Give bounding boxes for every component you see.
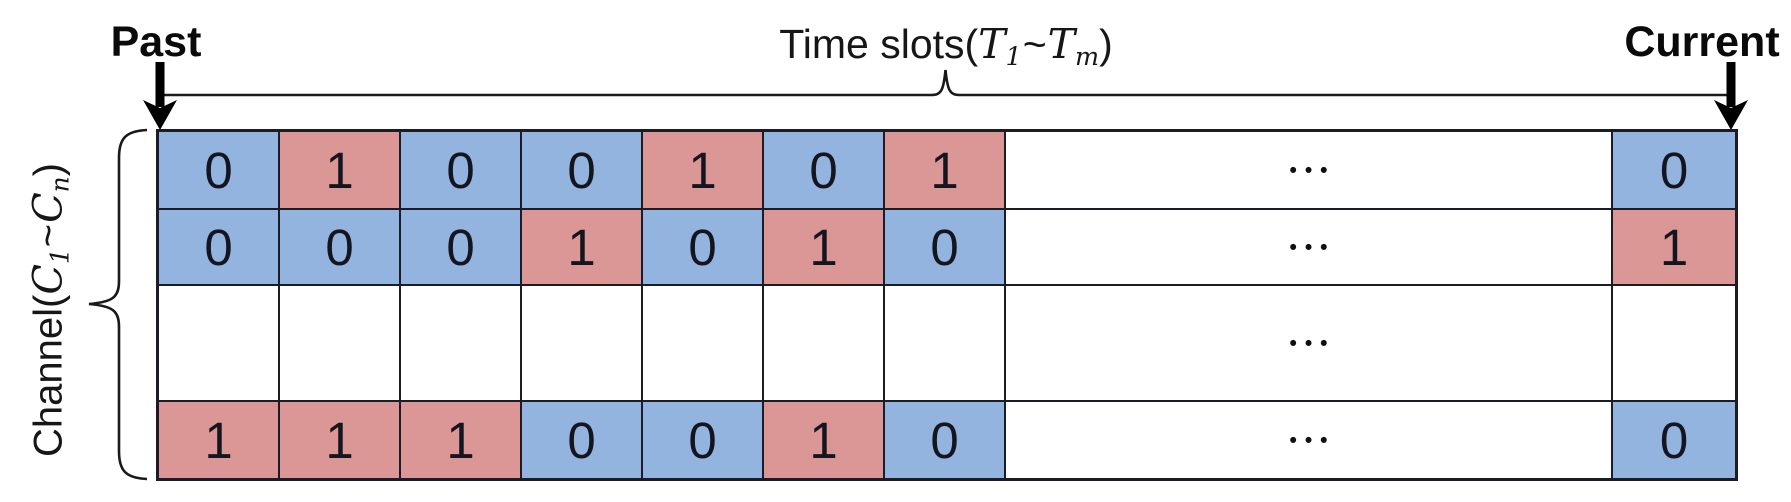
grid-cell: 0 (401, 210, 522, 286)
time-axis-var1: T (978, 20, 1006, 68)
grid-cell: 0 (764, 132, 885, 210)
grid-cell: 1 (643, 132, 764, 210)
grid-cell: 0 (401, 132, 522, 210)
past-label: Past (110, 18, 202, 66)
empty-cell (401, 286, 522, 402)
occupancy-grid: 0 1 0 0 1 0 1 ••• 0 0 0 0 1 0 1 0 ••• 1 ••• 1 1 1 0 0 1 0 ••• 0 (156, 129, 1738, 481)
grid-cell: 1 (885, 132, 1006, 210)
current-arrow-icon (1714, 62, 1748, 130)
grid-cell: 0 (885, 210, 1006, 286)
channel-axis-sub2: n (45, 176, 75, 193)
ellipsis-cell: ••• (1006, 132, 1613, 210)
channel-axis-tilde: ~ (26, 223, 71, 248)
grid-cell: 0 (643, 402, 764, 478)
grid-cell: 0 (159, 210, 280, 286)
grid-cell: 1 (764, 210, 885, 286)
grid-cell: 1 (1613, 210, 1735, 286)
grid-cell: 1 (159, 402, 280, 478)
ellipsis-cell: ••• (1006, 210, 1613, 286)
time-axis-sub2: m (1075, 41, 1100, 72)
channel-axis-var2: C (25, 192, 72, 223)
grid-cell: 1 (401, 402, 522, 478)
channel-axis-var1: C (25, 264, 72, 295)
grid-cell: 0 (1613, 132, 1735, 210)
time-axis-var2: T (1047, 20, 1076, 68)
empty-cell (643, 286, 764, 402)
grid-cell: 0 (885, 402, 1006, 478)
grid-cell: 1 (280, 132, 401, 210)
ellipsis-cell: ••• (1006, 402, 1613, 478)
empty-cell (522, 286, 643, 402)
empty-cell (280, 286, 401, 402)
empty-cell (885, 286, 1006, 402)
grid-cell: 0 (643, 210, 764, 286)
channel-axis-sub1: 1 (45, 248, 75, 265)
time-axis-sub1: 1 (1005, 41, 1022, 72)
empty-cell (159, 286, 280, 402)
empty-cell (1613, 286, 1735, 402)
ellipsis-cell: ••• (1006, 286, 1613, 402)
time-axis-close-paren: ) (1099, 21, 1113, 67)
channel-axis-label: Channel(C1~Cn) (26, 163, 75, 457)
channel-axis-brace (88, 128, 148, 481)
time-axis-text: Time slots( (779, 21, 979, 67)
time-axis-label: Time slots(T1~Tm) (779, 20, 1113, 71)
grid-cell: 0 (522, 402, 643, 478)
grid-cell: 1 (764, 402, 885, 478)
time-axis-brace (161, 69, 1731, 97)
channel-axis-close-paren: ) (26, 163, 71, 177)
grid-cell: 0 (522, 132, 643, 210)
time-axis-tilde: ~ (1022, 21, 1047, 67)
grid-cell: 1 (522, 210, 643, 286)
empty-cell (764, 286, 885, 402)
grid-cell: 0 (1613, 402, 1735, 478)
grid-cell: 0 (159, 132, 280, 210)
current-label: Current (1624, 18, 1780, 66)
grid-cell: 0 (280, 210, 401, 286)
grid-cell: 1 (280, 402, 401, 478)
past-arrow-icon (143, 62, 177, 130)
channel-axis-text: Channel( (26, 294, 71, 457)
